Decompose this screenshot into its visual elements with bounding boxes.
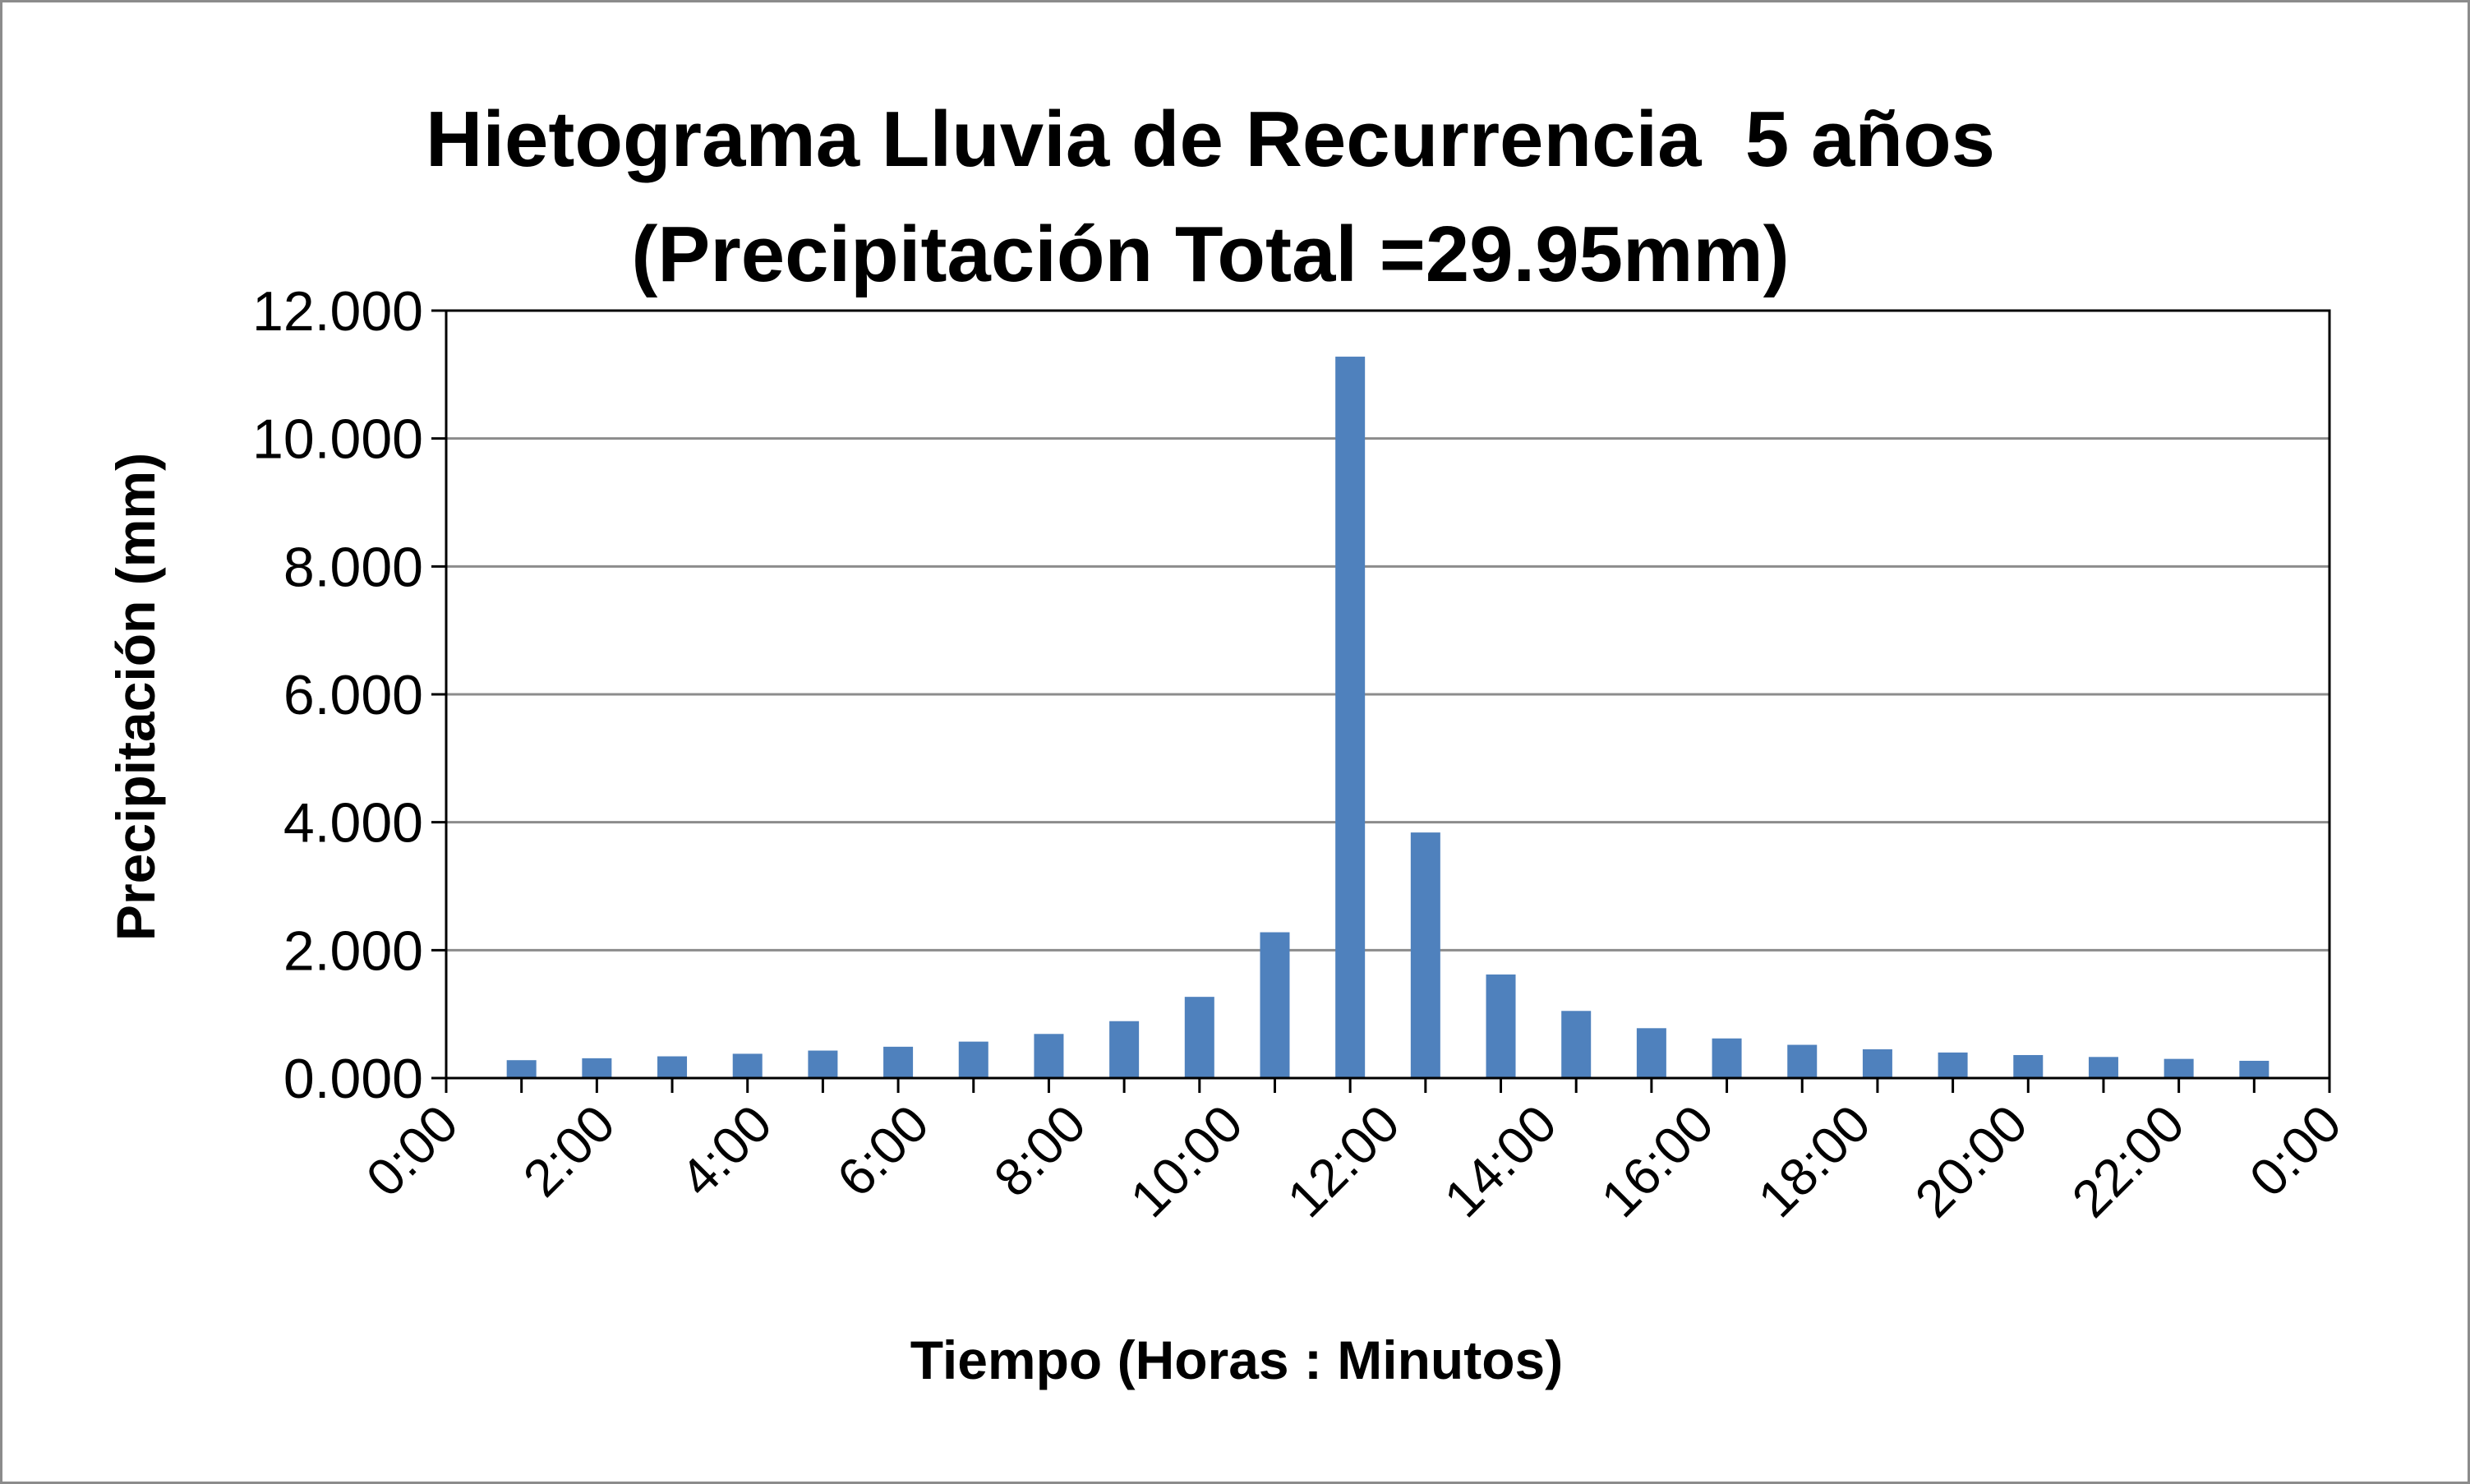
bar [1034, 1034, 1064, 1078]
bar [732, 1053, 763, 1078]
bar [1184, 997, 1214, 1078]
y-tick-label: 6.000 [283, 664, 423, 726]
y-tick-label: 8.000 [283, 536, 423, 598]
x-tick-label: 4:00 [669, 1094, 783, 1208]
bar [883, 1046, 914, 1078]
x-tick-label: 0:00 [2238, 1094, 2352, 1208]
bar [2088, 1057, 2118, 1078]
axes [431, 309, 2331, 1093]
bar [1862, 1048, 1892, 1078]
x-tick-label: 10:00 [1119, 1094, 1254, 1228]
bar [1109, 1021, 1140, 1078]
x-tick-label: 18:00 [1747, 1094, 1882, 1228]
y-tick-label: 10.000 [252, 408, 423, 471]
bar [808, 1050, 838, 1078]
x-tick-label: 22:00 [2061, 1094, 2196, 1228]
x-tick-label: 2:00 [512, 1094, 626, 1208]
bars [506, 357, 2270, 1078]
x-tick-label: 16:00 [1590, 1094, 1725, 1228]
y-tick-label: 4.000 [283, 792, 423, 855]
x-tick-label: 6:00 [826, 1094, 940, 1208]
y-tick-label: 0.000 [283, 1048, 423, 1110]
bar [1410, 832, 1440, 1078]
y-tick-label: 12.000 [252, 280, 423, 343]
bar [2013, 1054, 2044, 1078]
x-axis-title: Tiempo (Horas : Minutos) [910, 1330, 1563, 1390]
chart-title-line1: Hietograma Lluvia de Recurrencia 5 años [425, 95, 1995, 183]
bar [657, 1056, 688, 1078]
x-tick-labels: 0:00 2:00 4:00 6:00 8:00 10:00 12:00 14:00 16:00… [355, 1094, 2352, 1228]
y-tick-label: 2.000 [283, 919, 423, 982]
y-tick-labels: 0.000 2.000 4.000 6.000 8.000 10.000 12.000 [252, 280, 423, 1110]
chart-title-line2: (Precipitación Total =29.95mm) [631, 210, 1790, 298]
bar [506, 1060, 537, 1078]
y-axis-title: Precipitación (mm) [105, 453, 166, 941]
x-tick-label: 8:00 [983, 1094, 1097, 1208]
bar [1636, 1028, 1666, 1078]
x-tick-label: 0:00 [355, 1094, 469, 1208]
x-tick-label: 20:00 [1904, 1094, 2039, 1228]
bar [958, 1041, 988, 1078]
bar [1260, 932, 1290, 1078]
bar [582, 1058, 612, 1078]
bar [1787, 1044, 1818, 1078]
bar [1938, 1052, 1968, 1078]
gridlines [446, 309, 2329, 952]
x-tick-label: 14:00 [1433, 1094, 1568, 1228]
bar [2164, 1058, 2194, 1078]
bar [1561, 1011, 1592, 1078]
bar [1486, 974, 1516, 1078]
bar [2239, 1060, 2270, 1078]
bar [1712, 1038, 1742, 1078]
bar [1335, 357, 1366, 1078]
x-tick-label: 12:00 [1276, 1094, 1411, 1228]
